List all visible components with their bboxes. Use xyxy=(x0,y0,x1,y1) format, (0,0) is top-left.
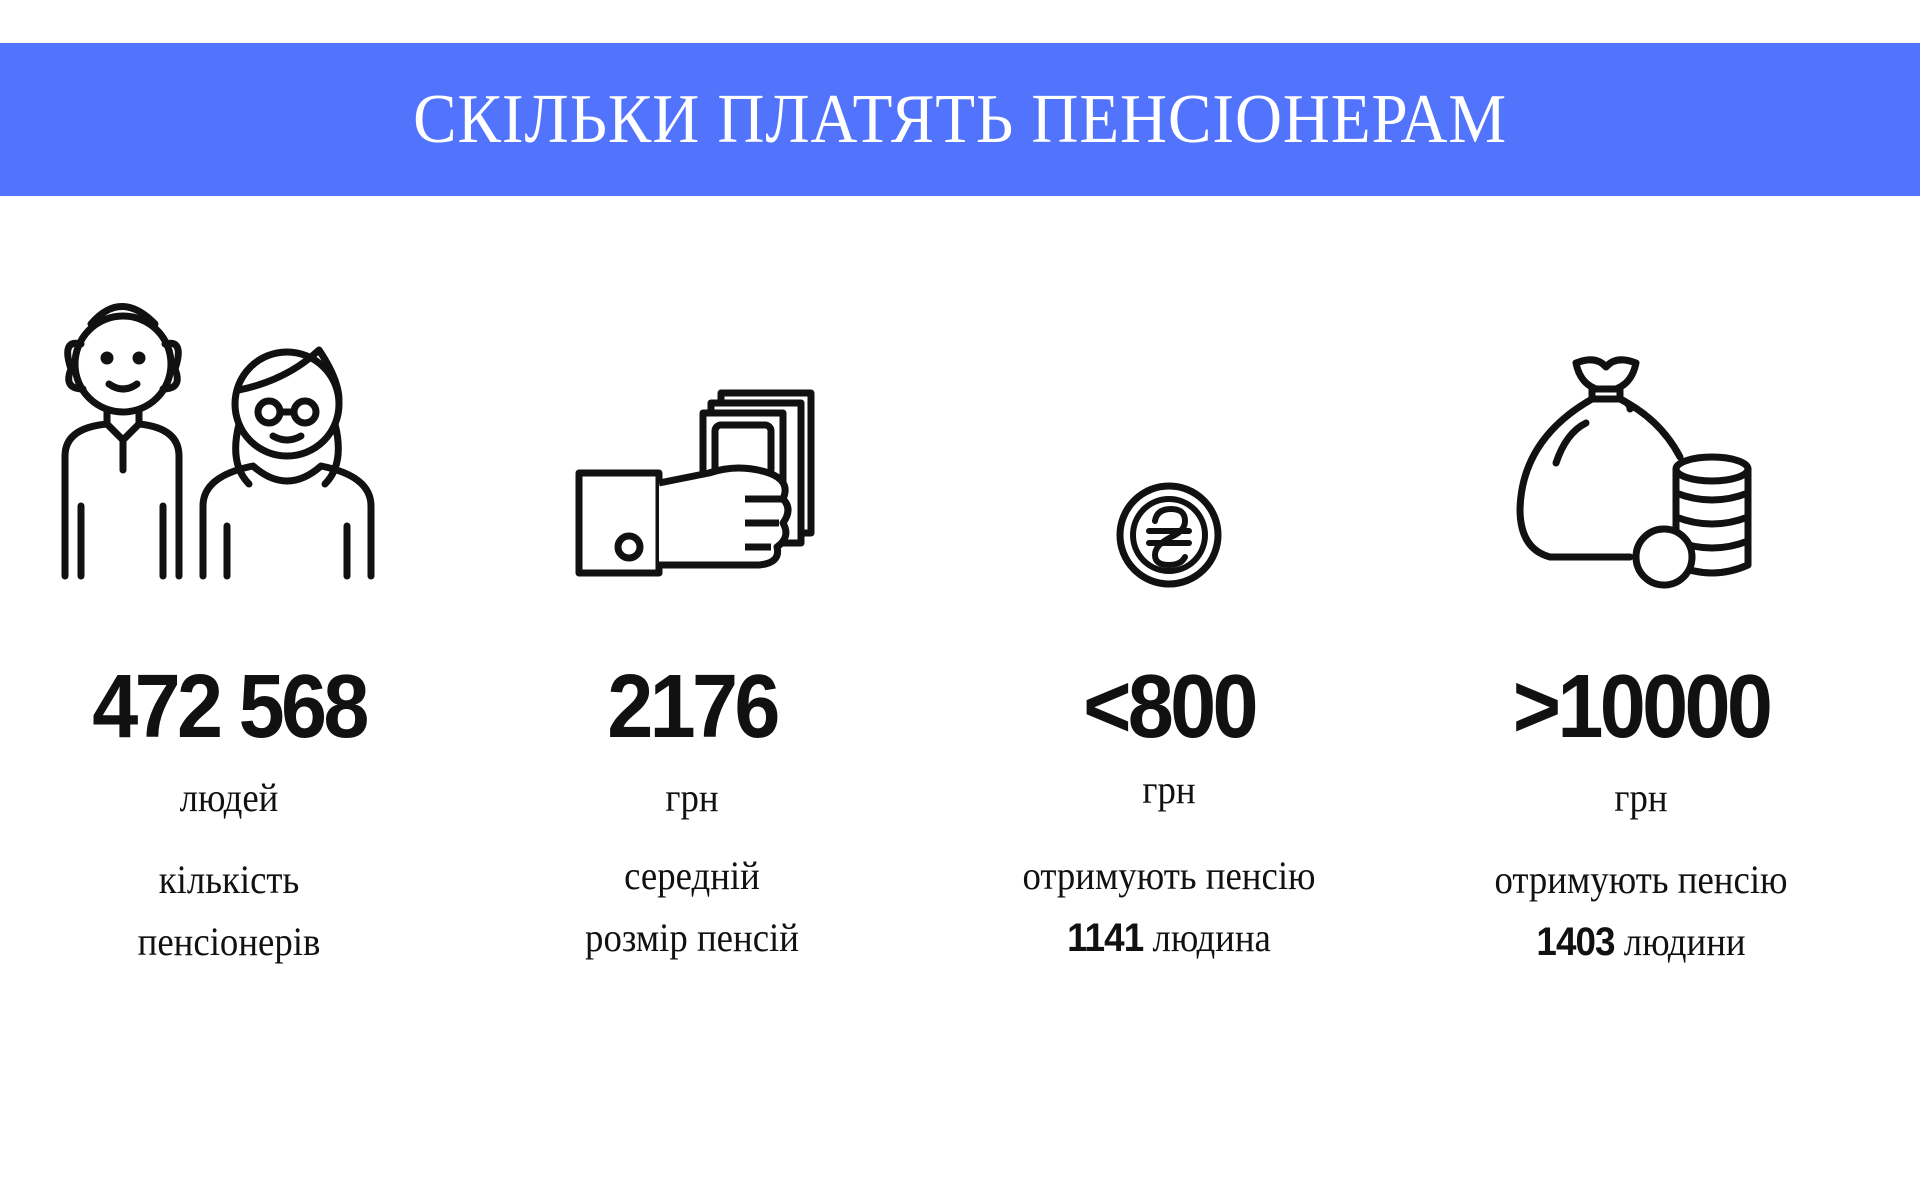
elderly-couple-icon xyxy=(61,303,375,580)
stat-count: 1141 xyxy=(1067,916,1144,960)
hand-with-money-icon xyxy=(575,389,815,577)
stat-label-line2: пенсіонерів xyxy=(137,919,321,964)
stat-count-unit: людини xyxy=(1623,919,1746,964)
stat-unit: грн xyxy=(1614,775,1668,820)
stat-value: 472 568 xyxy=(92,657,369,757)
stat-value: <800 xyxy=(1083,657,1258,757)
stat-label-line1: середній xyxy=(624,853,760,898)
stat-count: 1403 xyxy=(1536,920,1615,964)
stat-label-line1: отримують пенсію xyxy=(1022,853,1316,898)
stat-unit: грн xyxy=(1142,767,1196,812)
stat-label-line1: кількість xyxy=(158,857,300,902)
stat-unit: людей xyxy=(179,775,279,820)
money-bag-coins-icon xyxy=(1516,356,1752,589)
stat-value: >10000 xyxy=(1512,657,1773,757)
title-banner: СКІЛЬКИ ПЛАТЯТЬ ПЕНСІОНЕРАМ xyxy=(0,43,1920,196)
stat-label-line2: 1141 людина xyxy=(957,915,1380,960)
hryvnia-coin-icon xyxy=(1116,482,1222,588)
stat-unit: грн xyxy=(665,775,719,820)
stat-label-line2: 1403 людини xyxy=(1429,919,1852,964)
stat-label-line1: отримують пенсію xyxy=(1494,857,1788,902)
stat-label-line2: розмір пенсій xyxy=(585,915,799,960)
page-title: СКІЛЬКИ ПЛАТЯТЬ ПЕНСІОНЕРАМ xyxy=(413,80,1507,158)
stat-value: 2176 xyxy=(607,657,780,757)
stat-count-unit: людина xyxy=(1152,915,1271,960)
